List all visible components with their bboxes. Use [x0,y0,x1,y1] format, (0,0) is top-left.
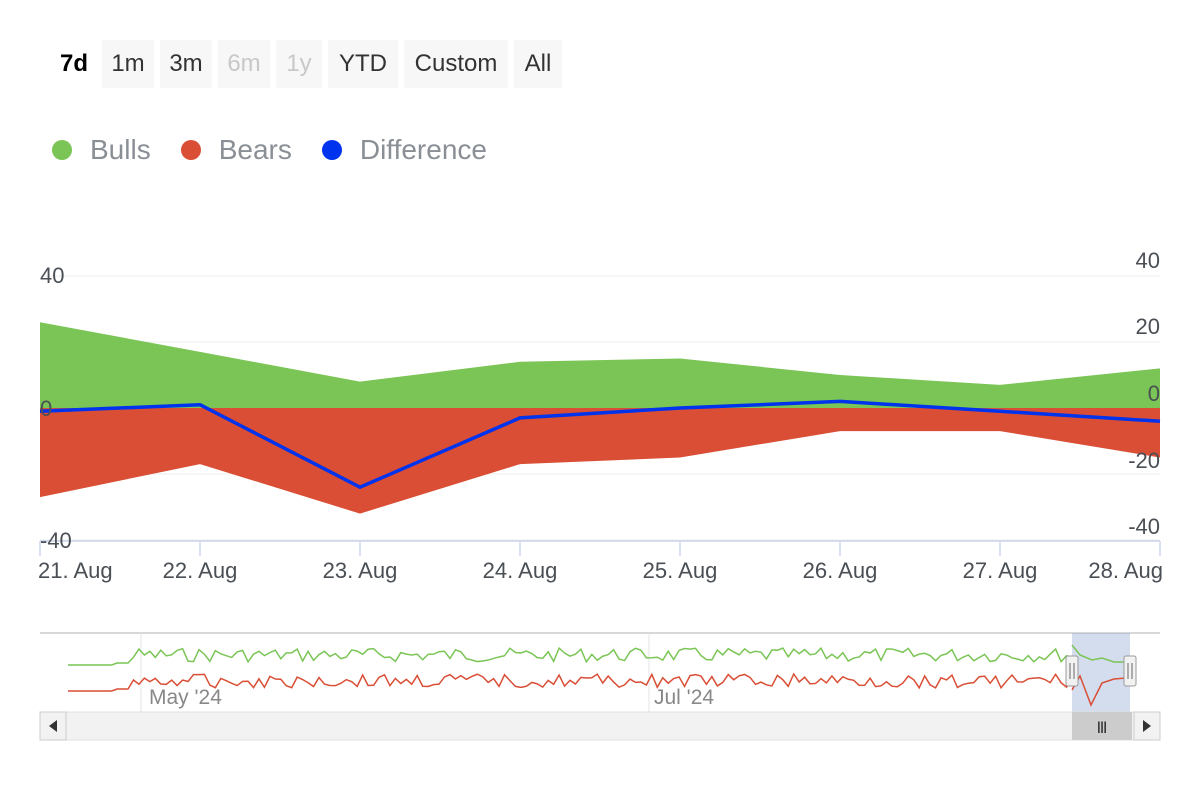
navigator-series-bulls-selected [1071,644,1126,663]
right-y-tick-label: 0 [1148,381,1160,406]
x-tick-label: 25. Aug [643,558,718,583]
range-button-1m[interactable]: 1m [102,40,154,88]
legend-marker-bulls [52,140,72,160]
x-tick-label: 27. Aug [963,558,1038,583]
range-button-7d[interactable]: 7d [52,40,96,88]
scrollbar-thumb[interactable] [1072,712,1132,740]
legend-label: Bears [218,134,292,165]
scrollbar-right-button[interactable] [1133,711,1161,741]
series-area-bears [40,408,1160,514]
series-area-bulls [40,322,1160,408]
left-y-tick-label: -40 [40,528,72,553]
left-y-tick-label: 40 [40,263,64,288]
navigator-series-bears [68,672,1073,692]
range-selector: 7d 1m 3m 6m 1y YTD Custom All [52,40,562,88]
right-y-tick-label: 40 [1136,248,1160,273]
x-tick-label: 24. Aug [483,558,558,583]
left-y-tick-label: 0 [40,396,52,421]
right-y-tick-label: 20 [1136,314,1160,339]
legend-label: Bulls [90,134,151,165]
x-tick-label: 28. Aug [1088,558,1163,583]
legend-item-bulls[interactable]: Bulls [52,134,151,166]
series-line-difference [39,399,1161,489]
x-tick-label: 22. Aug [163,558,238,583]
scroll-left-arrow-icon [49,720,57,732]
x-tick-label: 26. Aug [803,558,878,583]
right-y-tick-label: -20 [1128,448,1160,473]
range-button-all[interactable]: All [514,40,562,88]
navigator-series-bulls [68,646,1073,666]
chart-legend: Bulls Bears Difference [52,128,487,172]
range-button-3m[interactable]: 3m [160,40,212,88]
navigator-axis-label: May '24 [149,686,222,709]
navigator-selection-window[interactable] [1072,633,1130,712]
range-button-1y: 1y [276,40,322,88]
scrollbar-grip-icon: Ⅲ [1096,718,1107,737]
navigator-right-handle[interactable] [1123,655,1137,687]
range-button-ytd[interactable]: YTD [328,40,398,88]
scroll-right-arrow-icon [1143,720,1151,732]
navigator-axis-label: Jul '24 [654,686,714,709]
right-y-tick-label: -40 [1128,514,1160,539]
navigator-left-handle[interactable] [1065,655,1079,687]
legend-label: Difference [359,134,487,165]
x-tick-label: 23. Aug [323,558,398,583]
scrollbar-track[interactable] [39,711,1161,741]
x-tick-label: 21. Aug [38,558,113,583]
legend-marker-bears [180,140,201,160]
navigator-series-bears-selected [1071,674,1127,707]
range-button-custom[interactable]: Custom [404,40,508,88]
legend-marker-difference [321,140,342,160]
range-button-6m: 6m [218,40,270,88]
legend-item-difference[interactable]: Difference [321,134,487,166]
legend-item-bears[interactable]: Bears [180,134,292,166]
